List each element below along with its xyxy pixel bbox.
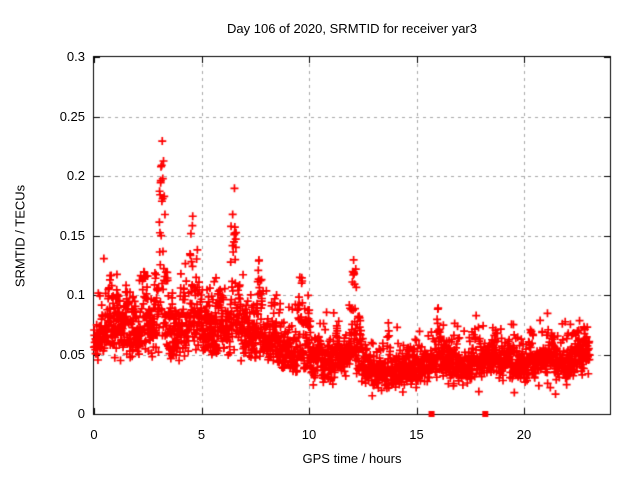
x-tick-label-15: 15 — [409, 427, 424, 442]
y-tick-label-01: 0.1 — [66, 287, 85, 302]
x-tick-label-0: 0 — [90, 427, 98, 442]
x-axis-label: GPS time / hours — [302, 451, 402, 466]
x-tick-label-10: 10 — [301, 427, 317, 442]
y-tick-label-005: 0.05 — [59, 346, 85, 362]
y-tick-label-0: 0 — [77, 406, 85, 421]
y-tick-label-015: 0.15 — [59, 227, 85, 243]
x-tick-label-5: 5 — [197, 427, 206, 442]
x-tick-label-20: 20 — [516, 427, 532, 442]
y-tick-label-02: 0.2 — [66, 168, 85, 183]
chart-title: Day 106 of 2020, SRMTID for receiver yar… — [227, 21, 477, 36]
y-tick-label-025: 0.25 — [59, 108, 85, 124]
y-tick-label-03: 0.3 — [66, 49, 85, 64]
